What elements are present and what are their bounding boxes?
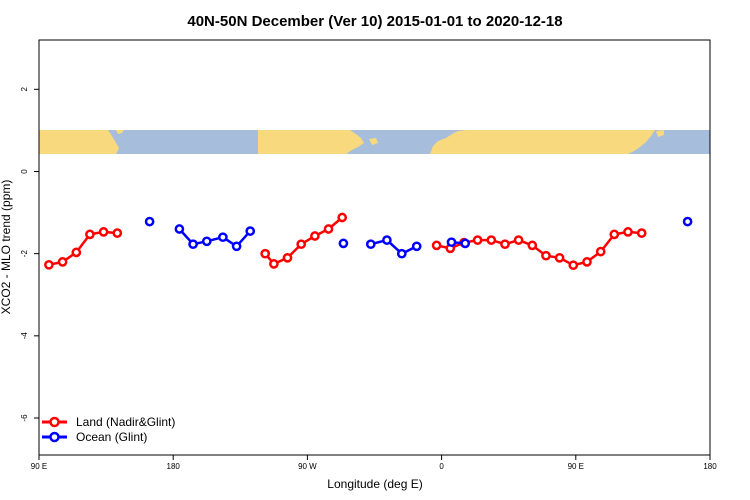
data-point (269, 259, 279, 269)
y-tick-label: -4 (20, 332, 29, 340)
map-land-asia (39, 130, 119, 154)
y-tick-label: 0 (20, 169, 29, 174)
y-tick-label: 2 (20, 87, 29, 92)
x-tick-label: 0 (439, 462, 444, 471)
data-point (682, 216, 693, 227)
x-tick-label: 90 E (31, 462, 47, 471)
world-map-strip (39, 130, 710, 154)
chart-title: 40N-50N December (Ver 10) 2015-01-01 to … (187, 13, 562, 30)
plot-frame (38, 39, 711, 456)
data-point (282, 252, 293, 263)
data-point (446, 237, 457, 248)
x-tick-label: 90 W (298, 462, 317, 471)
data-point (411, 241, 422, 252)
series-land (44, 212, 647, 271)
data-point (636, 228, 647, 238)
data-point (541, 250, 551, 261)
data-point (500, 239, 510, 250)
data-point (201, 236, 212, 247)
data-point (98, 227, 109, 237)
legend-land-marker (49, 416, 60, 428)
x-axis: 90 E 180 90 W 0 90 E 180 (31, 455, 717, 471)
data-point (260, 248, 271, 259)
legend-ocean-label: Ocean (Glint) (76, 430, 147, 444)
data-point (623, 227, 633, 237)
data-point (365, 239, 376, 250)
x-tick-label: 90 E (568, 462, 584, 471)
map-land-asia-east (656, 130, 664, 137)
map-land-north-america (258, 130, 364, 154)
map-land-alaska (116, 130, 124, 134)
series-line (370, 238, 418, 255)
y-axis-label: XCO2 - MLO trend (ppm) (0, 180, 13, 315)
data-point (486, 235, 497, 245)
data-point (513, 235, 524, 245)
y-axis: -6 -4 -2 0 2 (20, 87, 39, 422)
data-point (57, 257, 68, 267)
data-point (231, 241, 242, 252)
data-point (310, 231, 320, 241)
series-layer (44, 212, 693, 271)
data-point (595, 246, 606, 257)
data-point (337, 212, 348, 223)
data-point (472, 235, 483, 245)
data-point (323, 224, 334, 234)
data-point (609, 229, 620, 240)
data-point (174, 224, 185, 234)
y-tick-label: -6 (20, 414, 29, 422)
series-ocean (144, 216, 693, 259)
data-point (188, 239, 198, 250)
data-point (460, 238, 471, 249)
data-point (144, 216, 155, 227)
map-land-newfoundland (369, 138, 378, 145)
data-point (338, 238, 349, 249)
legend: Land (Nadir&Glint) Ocean (Glint) (42, 415, 175, 444)
y-tick-label: -2 (20, 250, 29, 258)
data-point (245, 226, 256, 236)
data-point (582, 257, 592, 267)
data-point (85, 229, 95, 240)
legend-ocean-marker (49, 431, 60, 443)
data-point (296, 239, 307, 250)
data-point (396, 248, 407, 259)
data-point (431, 240, 442, 251)
data-point (112, 228, 123, 238)
data-point (554, 252, 565, 263)
legend-land-label: Land (Nadir&Glint) (76, 415, 175, 429)
data-point (382, 235, 392, 245)
map-land-europe-asia (430, 130, 655, 154)
data-point (218, 232, 228, 243)
x-tick-label: 180 (167, 462, 181, 471)
data-point (527, 240, 538, 251)
data-point (71, 247, 82, 258)
data-point (44, 259, 54, 270)
data-point (568, 260, 579, 271)
x-tick-label: 180 (703, 462, 717, 471)
series-line (436, 230, 642, 267)
x-axis-label: Longitude (deg E) (327, 477, 422, 491)
